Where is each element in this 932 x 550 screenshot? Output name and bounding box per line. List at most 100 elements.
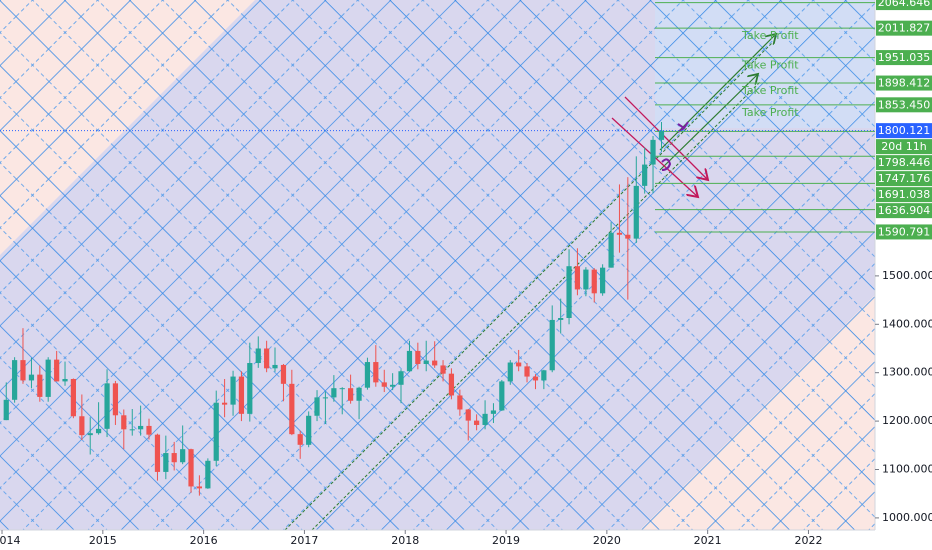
candle-body bbox=[264, 348, 270, 369]
y-tick-label: 1000.000 bbox=[882, 511, 932, 524]
candle-body bbox=[306, 415, 312, 445]
arrow-down bbox=[624, 96, 708, 180]
price-label: 1853.450 bbox=[878, 98, 931, 111]
candle-body bbox=[221, 402, 228, 405]
candle-body bbox=[339, 388, 345, 390]
candle-body bbox=[356, 387, 362, 401]
price-label-box bbox=[876, 0, 932, 11]
candle-body bbox=[549, 319, 555, 371]
candle-body bbox=[272, 364, 278, 369]
candle-body bbox=[348, 388, 354, 401]
candle-body bbox=[314, 397, 320, 416]
candle-body bbox=[87, 433, 93, 436]
candle-body bbox=[524, 366, 530, 377]
candle-body bbox=[297, 434, 303, 445]
candle-body bbox=[457, 395, 463, 410]
candle-body bbox=[205, 460, 211, 489]
candle-body bbox=[163, 453, 169, 472]
price-label-box bbox=[876, 123, 932, 139]
price-label: 1636.904 bbox=[878, 204, 931, 217]
candle-body bbox=[608, 232, 614, 268]
price-label-box bbox=[876, 155, 932, 171]
candle-body bbox=[390, 384, 396, 387]
price-label-box bbox=[876, 224, 932, 240]
candle-body bbox=[171, 453, 177, 463]
candle-body bbox=[658, 130, 665, 140]
candle-body bbox=[322, 397, 329, 399]
candle-body bbox=[507, 362, 513, 382]
candle-body bbox=[642, 164, 648, 186]
candle-body bbox=[121, 415, 127, 430]
candle-body bbox=[398, 371, 404, 385]
price-label: 1691.038 bbox=[878, 188, 931, 201]
candle-body bbox=[474, 420, 480, 425]
candle-body bbox=[650, 139, 656, 165]
price-label-box bbox=[876, 187, 932, 203]
price-label-box bbox=[876, 139, 932, 155]
price-label: 1590.791 bbox=[878, 225, 931, 238]
annotation: Take Profit bbox=[741, 29, 799, 42]
candle-body bbox=[12, 360, 18, 400]
x-tick-label: 2016 bbox=[190, 534, 218, 547]
candle-body bbox=[331, 388, 337, 398]
y-tick-label: 1300.000 bbox=[882, 366, 932, 379]
candle-body bbox=[364, 362, 371, 388]
candle-body bbox=[188, 449, 194, 487]
x-tick-label: 2021 bbox=[694, 534, 722, 547]
candle-body bbox=[180, 449, 186, 463]
price-label-box bbox=[876, 171, 932, 187]
price-label: 2011.827 bbox=[878, 22, 931, 35]
y-tick-label: 1200.000 bbox=[882, 414, 932, 427]
candle-body bbox=[633, 185, 639, 239]
y-tick-label: 1400.000 bbox=[882, 317, 932, 330]
candle-body bbox=[600, 267, 606, 294]
candle-body bbox=[79, 416, 85, 436]
price-label: 2064.646 bbox=[878, 0, 931, 9]
price-label: 1898.412 bbox=[878, 77, 931, 90]
candle-body bbox=[54, 359, 60, 382]
candle-body bbox=[95, 428, 102, 434]
candle-body bbox=[129, 429, 135, 431]
candle-body bbox=[62, 378, 68, 382]
candle-body bbox=[154, 434, 161, 472]
candle-body bbox=[20, 360, 26, 381]
arrow-up bbox=[659, 74, 758, 171]
candle-body bbox=[247, 363, 253, 414]
candle-body bbox=[423, 360, 429, 364]
candle-body bbox=[591, 269, 597, 294]
candle-body bbox=[37, 374, 43, 397]
candle-body bbox=[465, 409, 471, 421]
candle-body bbox=[448, 373, 455, 396]
price-label: 1951.035 bbox=[878, 51, 931, 64]
candle-body bbox=[440, 365, 446, 374]
x-tick-label: 2020 bbox=[593, 534, 621, 547]
candle-body bbox=[3, 399, 9, 421]
price-label: 1800.121 bbox=[878, 124, 931, 137]
candle-body bbox=[289, 383, 295, 435]
candle-body bbox=[566, 266, 572, 318]
candle-body bbox=[112, 383, 119, 416]
candle-body bbox=[138, 425, 144, 430]
candle-body bbox=[558, 318, 564, 320]
price-label: 20d 11h bbox=[881, 140, 926, 153]
candle-body bbox=[255, 348, 261, 364]
candle-body bbox=[373, 362, 379, 383]
candle-body bbox=[196, 486, 202, 489]
candle-body bbox=[583, 269, 589, 290]
candle-body bbox=[381, 382, 387, 387]
y-tick-label: 1500.000 bbox=[882, 269, 932, 282]
pivot-mark bbox=[677, 121, 689, 133]
x-tick-label: 2017 bbox=[290, 534, 318, 547]
price-label-box bbox=[876, 97, 932, 113]
x-tick-label: 2022 bbox=[794, 534, 822, 547]
candle-body bbox=[482, 413, 488, 425]
price-label: 1798.446 bbox=[878, 156, 931, 169]
price-label-box bbox=[876, 203, 932, 219]
candle-body bbox=[45, 359, 51, 397]
plot: Take Profit Take Profit Take Profit Take Pr… bbox=[3, 2, 875, 496]
candle-body bbox=[28, 374, 35, 381]
candle-body bbox=[574, 266, 581, 290]
annotation: Take Profit bbox=[741, 84, 799, 97]
y-tick-label: 1100.000 bbox=[882, 462, 932, 475]
